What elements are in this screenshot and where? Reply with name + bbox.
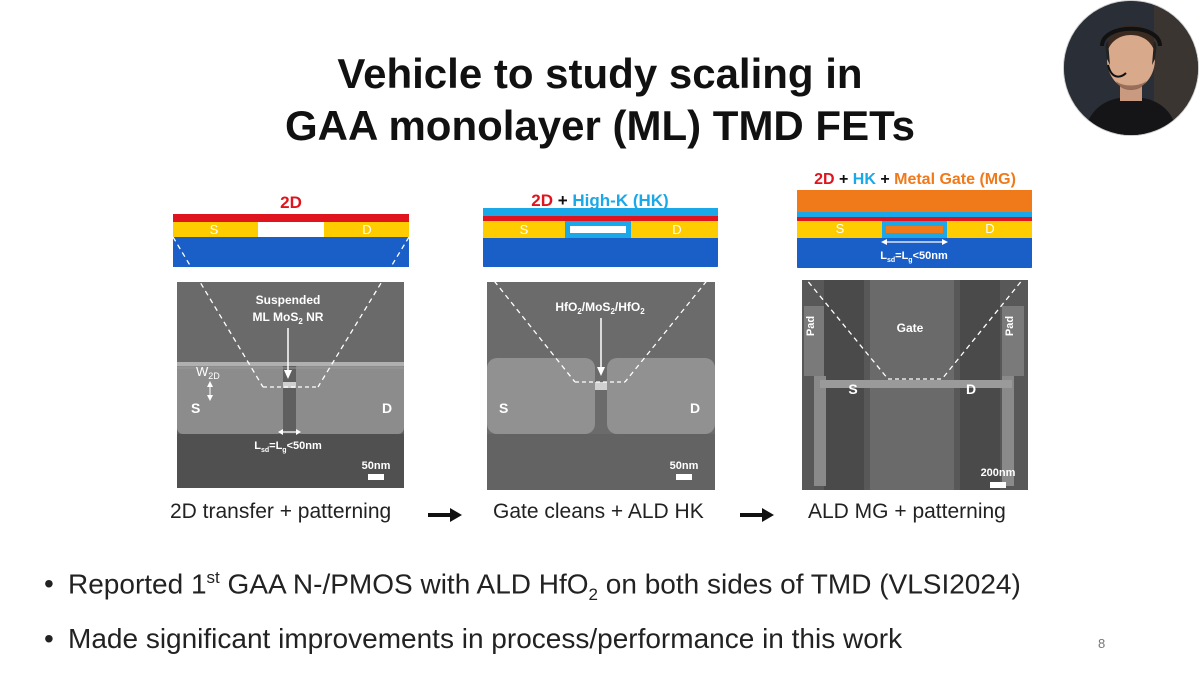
substrate <box>173 237 409 267</box>
drain-label: D <box>672 222 681 237</box>
scale-bar <box>368 474 384 480</box>
layer-2d <box>483 216 718 221</box>
sem-source-label: S <box>499 400 508 416</box>
layer-metal-gate <box>797 190 1032 212</box>
panel-1-header: 2D <box>280 193 302 212</box>
panel-2-diagram: 2D + High-K (HK) S D HfO2/MoS2/HfO2 S D … <box>482 191 719 490</box>
channel-gap <box>570 226 626 233</box>
panel-2-schematic: S D <box>483 208 718 267</box>
page-number: 8 <box>1098 636 1106 651</box>
scale-bar <box>676 474 692 480</box>
panel-2-caption: Gate cleans + ALD HK <box>493 500 704 523</box>
pad-left-label: Pad <box>805 316 817 336</box>
sem-drain-label: D <box>690 400 700 416</box>
bullet-item-2: • Made significant improvements in proce… <box>44 617 1164 661</box>
drain-label: D <box>362 222 371 237</box>
substrate <box>483 238 718 267</box>
substrate <box>797 238 1032 268</box>
pad-right <box>1002 306 1024 376</box>
bullet-item-1: • Reported 1st GAA N-/PMOS with ALD HfO2… <box>44 556 1164 617</box>
sem-drain-label: D <box>382 400 392 416</box>
layer-hk <box>797 212 1032 217</box>
title-line-1: Vehicle to study scaling in <box>337 50 863 97</box>
process-arrow-icon-1 <box>428 508 462 522</box>
bullet-1-text: Reported 1st GAA N-/PMOS with ALD HfO2 o… <box>68 568 1021 604</box>
panel-3-header: 2D + HK + Metal Gate (MG) <box>814 171 1016 188</box>
sem-source-label: S <box>848 381 857 397</box>
presenter-webcam <box>1064 1 1198 135</box>
panel-2-sem-image: HfO2/MoS2/HfO2 S D 50nm <box>482 266 719 490</box>
sem-callout: HfO2/MoS2/HfO2 <box>555 300 645 316</box>
sem-callout-line-1: Suspended <box>256 293 321 307</box>
bullet-dot-icon: • <box>44 568 54 600</box>
pad-left <box>804 306 824 376</box>
drain-contact <box>324 222 409 237</box>
width-label: W2D <box>196 364 220 381</box>
layer-2d <box>173 214 409 222</box>
scale-bar-label: 50nm <box>362 460 391 472</box>
gate-label: Gate <box>897 321 924 335</box>
bullet-2-text: Made significant improvements in process… <box>68 622 903 654</box>
title-line-2: GAA monolayer (ML) TMD FETs <box>285 102 915 149</box>
source-label: S <box>836 221 845 236</box>
channel-length-label: Lsd=Lg<50nm <box>880 250 948 264</box>
scale-bar-label: 50nm <box>670 460 699 472</box>
panel-1-diagram: 2D S D Suspended ML MoS2 NR W2D S D <box>172 193 410 488</box>
panel-3-caption: ALD MG + patterning <box>808 500 1006 523</box>
panel-1-caption: 2D transfer + patterning <box>170 500 392 523</box>
scale-bar <box>990 482 1006 488</box>
channel-length-label: Lsd=Lg<50nm <box>254 440 322 454</box>
panel-3-sem-image: Pad Pad Gate S D 200nm <box>796 267 1033 490</box>
process-arrow-icon-2 <box>740 508 774 522</box>
gap <box>258 222 324 237</box>
drain-label: D <box>985 221 994 236</box>
panel-2-header: 2D + High-K (HK) <box>531 191 668 210</box>
sem-drain-label: D <box>966 381 976 397</box>
layer-2d <box>797 217 1032 221</box>
sem-source-label: S <box>191 400 200 416</box>
slide-title: Vehicle to study scaling in GAA monolaye… <box>150 48 1050 152</box>
metal-gate-core <box>886 226 943 233</box>
bullet-list: • Reported 1st GAA N-/PMOS with ALD HfO2… <box>44 556 1164 661</box>
source-label: S <box>520 222 529 237</box>
layer-hk-top <box>483 208 718 216</box>
panel-3-diagram: 2D + HK + Metal Gate (MG) S D Lsd=Lg<50n… <box>796 171 1033 490</box>
source-label: S <box>210 222 219 237</box>
pad-right-label: Pad <box>1004 316 1016 336</box>
bullet-dot-icon: • <box>44 622 54 654</box>
panel-1-sem-image: Suspended ML MoS2 NR W2D S D Lsd=Lg<50nm… <box>172 236 410 488</box>
panel-3-schematic: S D Lsd=Lg<50nm <box>797 190 1032 268</box>
presenter-silhouette-icon <box>1064 1 1198 135</box>
panel-1-schematic: S D <box>173 214 409 267</box>
sem-callout-line-2: ML MoS2 NR <box>253 310 324 326</box>
source-contact <box>173 222 258 237</box>
scale-bar-label: 200nm <box>981 467 1016 479</box>
